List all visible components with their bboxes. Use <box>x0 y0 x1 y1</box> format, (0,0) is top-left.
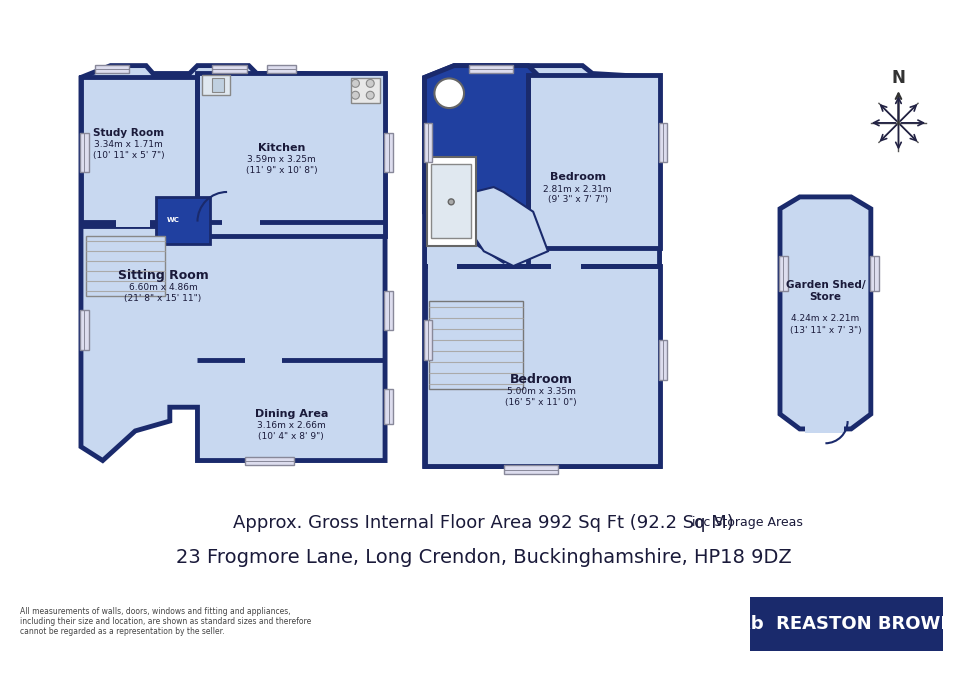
Bar <box>267 64 296 73</box>
Bar <box>156 197 211 244</box>
Polygon shape <box>424 66 538 261</box>
Bar <box>80 311 89 350</box>
Bar <box>751 597 943 651</box>
Text: (13' 11" x 7' 3"): (13' 11" x 7' 3") <box>790 326 861 335</box>
Circle shape <box>352 91 360 99</box>
Text: (10' 4" x 8' 9"): (10' 4" x 8' 9") <box>259 432 324 441</box>
Text: (11' 9" x 10' 8"): (11' 9" x 10' 8") <box>246 166 318 175</box>
Text: (10' 11" x 5' 7"): (10' 11" x 5' 7") <box>92 151 165 160</box>
Text: inc Storage Areas: inc Storage Areas <box>688 516 803 529</box>
Bar <box>384 133 393 172</box>
Bar <box>80 133 89 172</box>
Text: Garden Shed/
Store: Garden Shed/ Store <box>786 280 865 302</box>
Text: Bedroom: Bedroom <box>550 172 606 182</box>
Bar <box>81 78 197 226</box>
Text: 23 Frogmore Lane, Long Crendon, Buckinghamshire, HP18 9DZ: 23 Frogmore Lane, Long Crendon, Buckingh… <box>176 548 792 567</box>
Circle shape <box>352 80 360 87</box>
Bar <box>659 123 667 163</box>
Bar <box>504 466 558 474</box>
Bar <box>551 261 580 271</box>
Bar <box>197 73 385 237</box>
Bar <box>805 424 844 433</box>
Polygon shape <box>465 187 548 266</box>
Text: Study Room: Study Room <box>93 128 164 138</box>
Bar <box>351 78 380 103</box>
Bar <box>424 266 660 466</box>
Bar <box>779 256 788 291</box>
Bar <box>870 256 879 291</box>
Text: Approx. Gross Internal Floor Area 992 Sq Ft (92.2 Sq M): Approx. Gross Internal Floor Area 992 Sq… <box>233 513 734 531</box>
Polygon shape <box>780 197 871 429</box>
Bar <box>384 291 393 330</box>
Text: Rb  REASTON BROWN: Rb REASTON BROWN <box>738 615 956 633</box>
Text: WC: WC <box>167 217 179 223</box>
Text: 3.34m x 1.71m: 3.34m x 1.71m <box>94 140 163 149</box>
Bar <box>427 261 457 271</box>
Bar <box>423 320 432 360</box>
Text: Sitting Room: Sitting Room <box>118 269 209 282</box>
Bar <box>222 217 260 226</box>
Circle shape <box>367 91 374 99</box>
Polygon shape <box>81 66 385 461</box>
Bar <box>429 300 523 390</box>
Bar <box>245 355 282 365</box>
Text: 4.24m x 2.21m: 4.24m x 2.21m <box>791 314 859 323</box>
Bar <box>86 237 165 295</box>
Text: 3.59m x 3.25m: 3.59m x 3.25m <box>247 155 316 164</box>
Bar <box>426 157 476 246</box>
Bar <box>95 64 129 73</box>
Bar <box>116 217 150 226</box>
Text: (21' 8" x 15' 11"): (21' 8" x 15' 11") <box>124 294 202 303</box>
Text: 3.16m x 2.66m: 3.16m x 2.66m <box>257 421 325 430</box>
Circle shape <box>434 78 465 108</box>
Bar <box>245 457 294 466</box>
Text: 5.00m x 3.35m: 5.00m x 3.35m <box>507 387 575 396</box>
Bar <box>431 164 471 238</box>
Polygon shape <box>424 66 660 466</box>
Bar <box>528 75 660 248</box>
Bar <box>213 78 224 92</box>
Bar <box>203 75 230 95</box>
Text: (9' 3" x 7' 7"): (9' 3" x 7' 7") <box>548 195 608 204</box>
Bar <box>469 64 514 73</box>
Text: 2.81m x 2.31m: 2.81m x 2.31m <box>543 185 612 194</box>
Text: Kitchen: Kitchen <box>258 143 305 152</box>
Bar <box>659 340 667 380</box>
Circle shape <box>448 199 454 205</box>
Text: 6.60m x 4.86m: 6.60m x 4.86m <box>128 283 197 292</box>
Text: (16' 5" x 11' 0"): (16' 5" x 11' 0") <box>506 398 577 407</box>
Bar <box>423 123 432 163</box>
Bar <box>213 64 247 73</box>
Text: Dining Area: Dining Area <box>255 409 328 419</box>
Circle shape <box>367 80 374 87</box>
Bar <box>384 390 393 424</box>
Text: All measurements of walls, doors, windows and fitting and appliances,
including : All measurements of walls, doors, window… <box>20 607 311 637</box>
Text: Bedroom: Bedroom <box>510 373 572 386</box>
Text: N: N <box>892 69 906 87</box>
